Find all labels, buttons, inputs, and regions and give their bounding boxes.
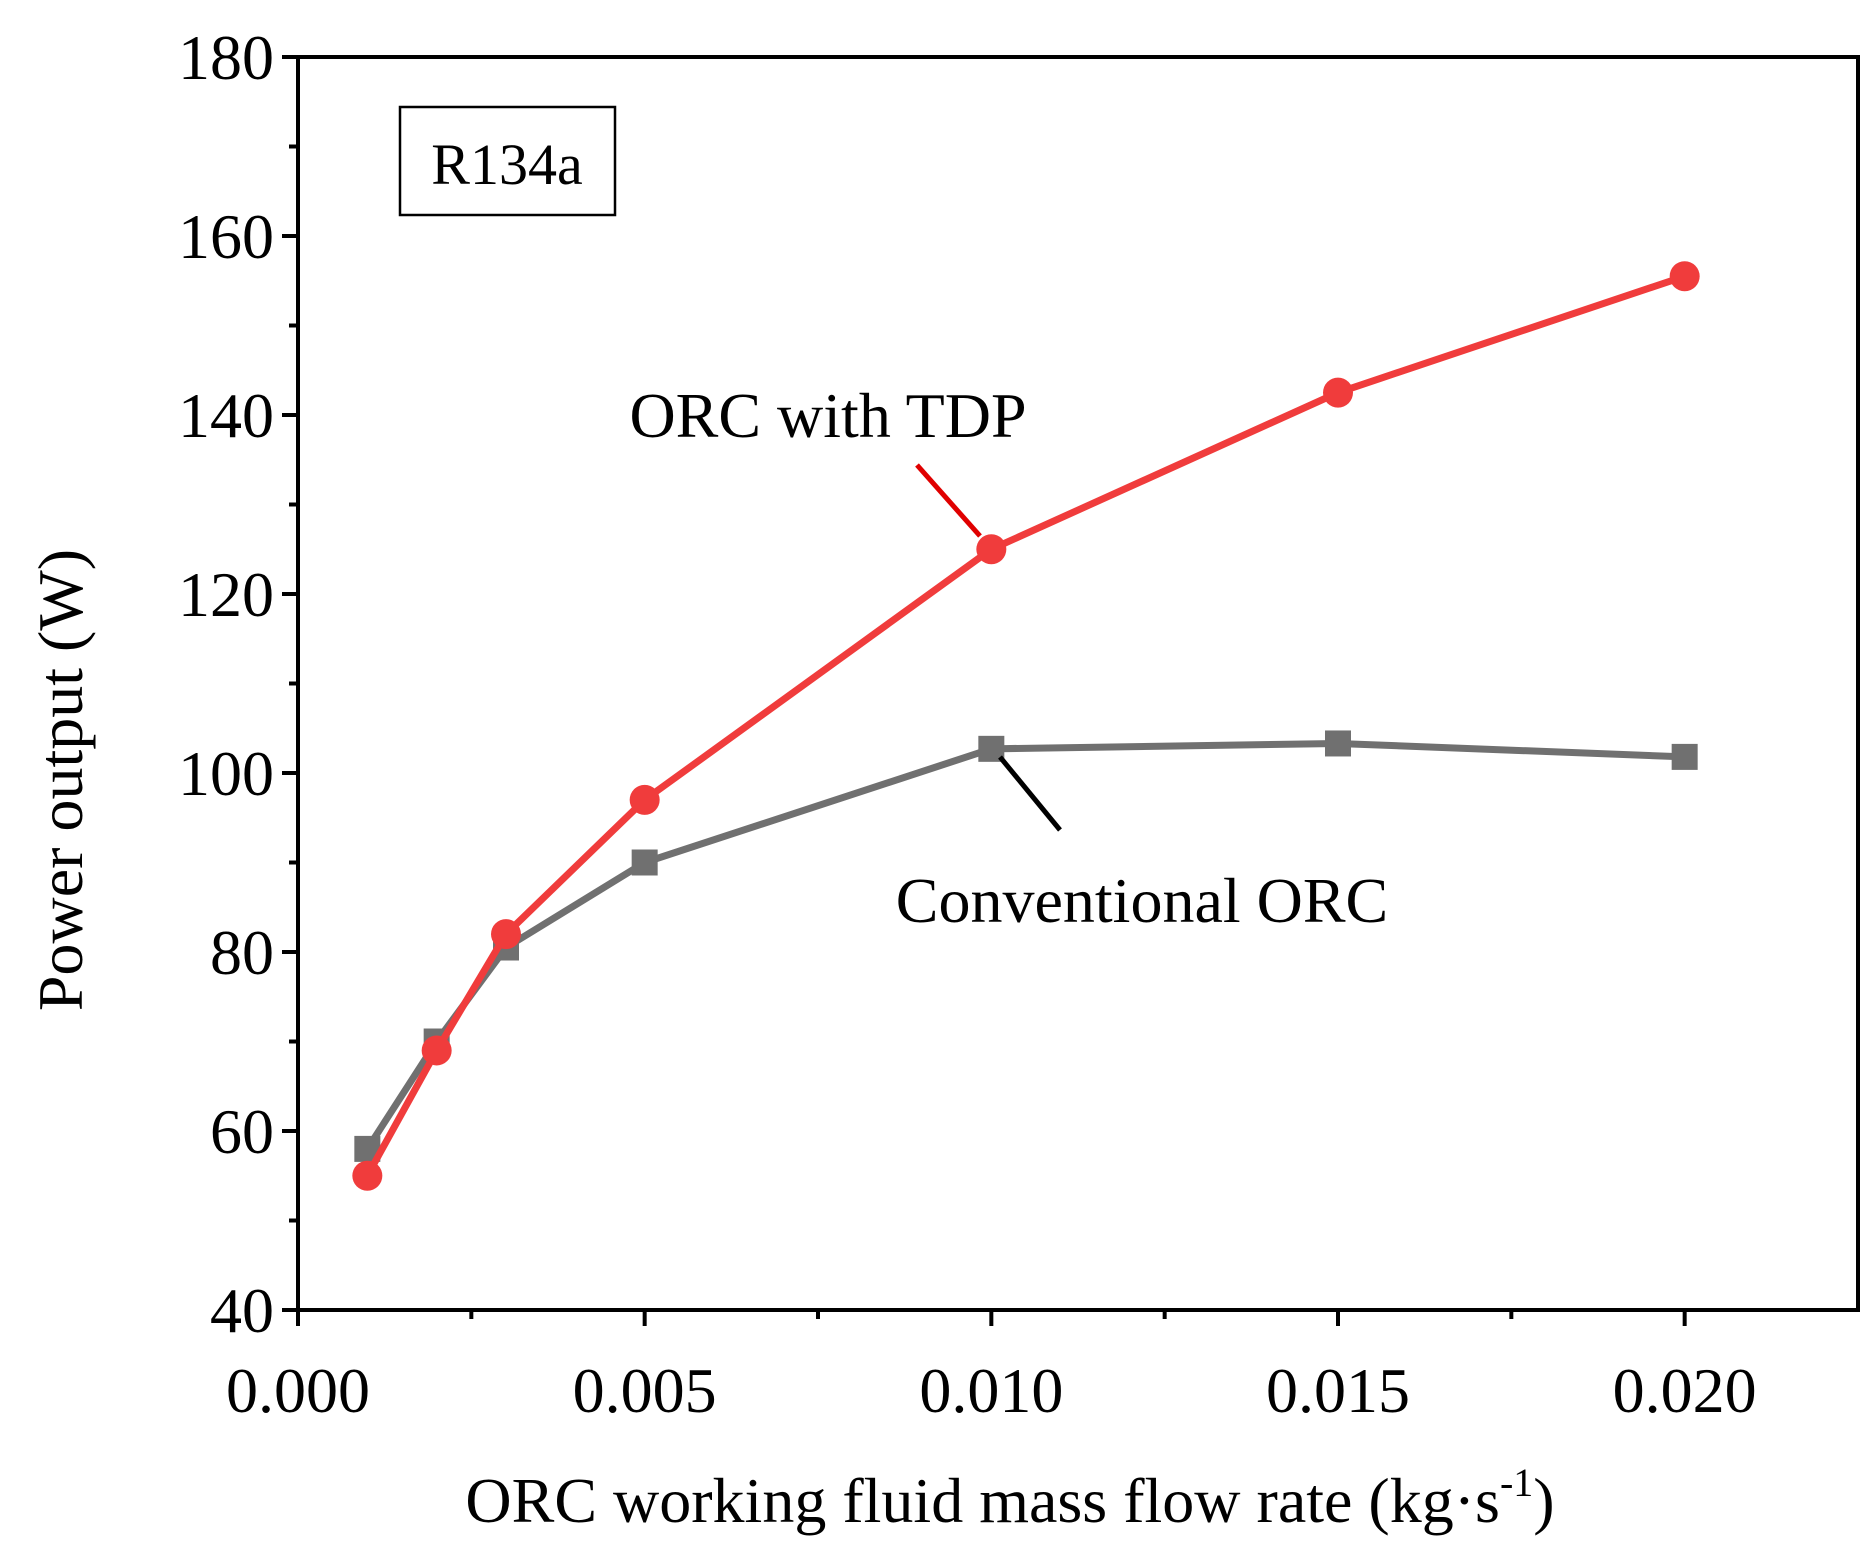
data-point-orc-with-tdp — [1323, 377, 1353, 408]
data-point-orc-with-tdp — [1669, 261, 1700, 292]
data-point-conventional-orc — [1671, 743, 1698, 770]
data-point-orc-with-tdp — [976, 534, 1007, 565]
conventional-orc-annotation: Conventional ORC — [896, 865, 1388, 936]
conventional-orc-annotation-leader — [998, 755, 1062, 832]
y-axis-title: Power output (W) — [25, 549, 96, 1011]
data-point-conventional-orc — [631, 849, 658, 876]
y-tick-label: 120 — [178, 559, 274, 630]
data-point-orc-with-tdp — [352, 1160, 383, 1191]
orc-with-tdp-annotation: ORC with TDP — [629, 380, 1026, 451]
y-tick-label: 60 — [210, 1096, 274, 1167]
y-tick-label: 80 — [210, 917, 274, 988]
x-axis-title-main: ORC working fluid mass flow rate (kg·s — [465, 1465, 1500, 1536]
y-tick-label: 100 — [178, 738, 274, 809]
data-point-orc-with-tdp — [421, 1035, 452, 1066]
x-axis: 0.000 0.005 0.010 0.015 0.020 — [226, 1310, 1757, 1426]
data-point-orc-with-tdp — [491, 919, 521, 950]
series-line-conventional-orc — [364, 739, 1685, 1151]
x-axis-title: ORC working fluid mass flow rate (kg·s-1… — [465, 1460, 1554, 1536]
x-tick-label: 0.000 — [226, 1355, 370, 1426]
x-axis-title-superscript: -1 — [1500, 1460, 1533, 1505]
series-layer — [352, 261, 1700, 1191]
orc-with-tdp-annotation-leader — [915, 463, 982, 538]
y-tick-label: 40 — [210, 1275, 274, 1346]
y-tick-label: 140 — [178, 380, 274, 451]
plot-frame — [296, 55, 1860, 1312]
annotations: ORC with TDP Conventional ORC — [629, 380, 1388, 936]
x-axis-title-suffix: ) — [1533, 1465, 1554, 1536]
x-tick-label: 0.010 — [919, 1355, 1063, 1426]
x-tick-label: 0.015 — [1266, 1355, 1410, 1426]
x-tick-label: 0.005 — [573, 1355, 717, 1426]
inset-label-frame — [398, 105, 617, 217]
inset-label: R134a — [431, 132, 582, 197]
data-point-orc-with-tdp — [629, 784, 660, 815]
y-tick-label: 160 — [178, 201, 274, 272]
y-axis: 40 60 80 100 120 140 160 180 — [178, 22, 298, 1346]
x-tick-label: 0.020 — [1613, 1355, 1757, 1426]
data-point-conventional-orc — [1325, 730, 1351, 757]
y-tick-label: 180 — [178, 22, 274, 93]
inset-label-box: R134a — [398, 105, 617, 217]
